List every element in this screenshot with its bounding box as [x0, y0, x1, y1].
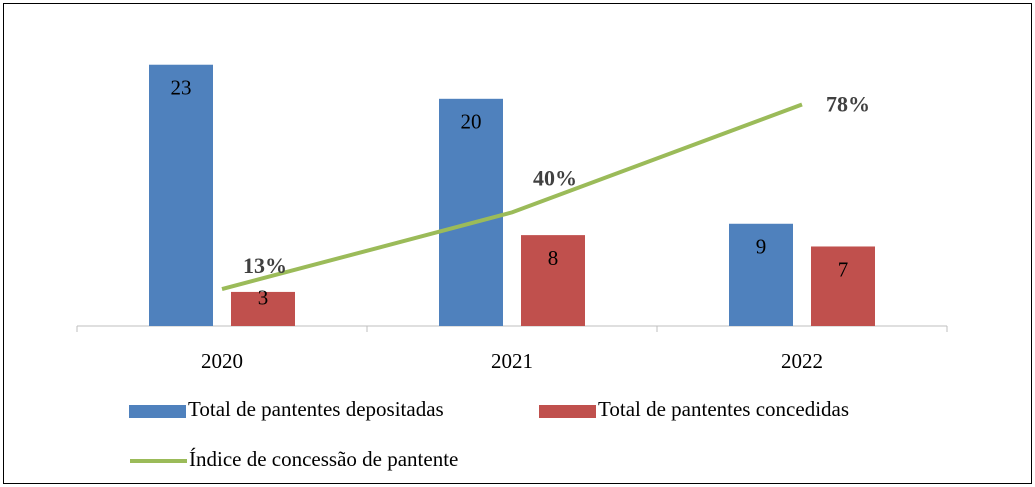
bar [521, 235, 585, 326]
bar [439, 98, 503, 326]
bar [231, 291, 295, 326]
legend-label: Índice de concessão de pantente [189, 447, 458, 471]
x-tick-label: 2020 [201, 349, 243, 373]
bar [729, 223, 793, 326]
bar [149, 64, 213, 326]
legend-label: Total de pantentes depositadas [188, 397, 444, 421]
data-label: 8 [548, 246, 559, 270]
data-label: 78% [826, 92, 870, 117]
x-tick-label: 2022 [781, 349, 823, 373]
legend-label: Total de pantentes concedidas [598, 397, 849, 421]
line [221, 102, 803, 292]
data-label: 23 [171, 76, 192, 100]
data-label: 7 [838, 257, 849, 281]
data-label: 40% [533, 165, 577, 190]
legend-swatch [539, 405, 596, 418]
data-label: 13% [243, 253, 287, 278]
x-tick-label: 2021 [491, 349, 533, 373]
legend-swatch [129, 405, 186, 418]
data-label: 9 [756, 235, 767, 259]
bar [811, 246, 875, 326]
data-label: 20 [461, 110, 482, 134]
data-label: 3 [258, 286, 269, 310]
